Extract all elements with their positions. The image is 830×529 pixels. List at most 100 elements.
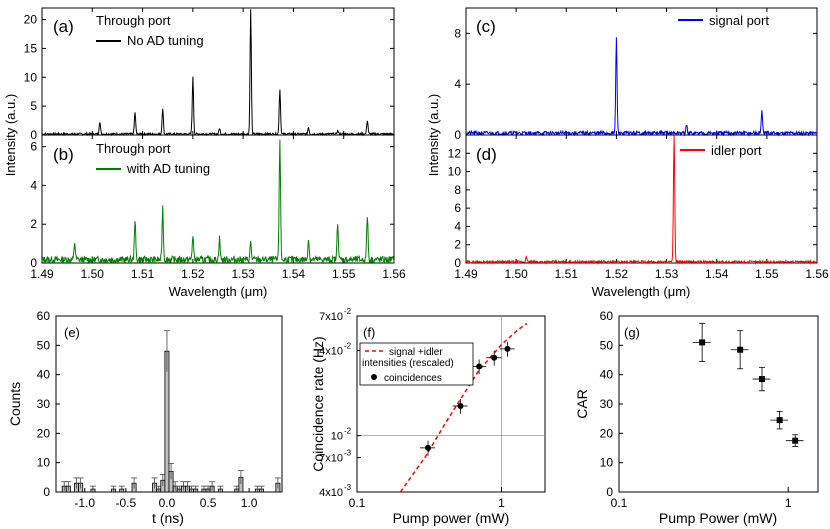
panel-c-letter: (c): [476, 17, 496, 36]
panel-f-xlabel: Pump power (mW): [393, 510, 510, 526]
y-tick-label: 4: [454, 219, 461, 233]
panel-b: 0 2 4 6 1.49 1.50 1.51 1.52 1.53 1.54 1.55 1.56 (b)…: [30, 134, 406, 281]
panel-c-legend-label: signal port: [709, 13, 769, 28]
panel-f-letter: (f): [363, 325, 375, 340]
y-tick-label: 12: [448, 146, 462, 160]
panel-a-plot: 0 5 10 15 20: [24, 8, 395, 142]
y-tick-label: 8: [454, 26, 461, 40]
panel-d: 0 2 4 6 8 10 12 1.49 1.50 1.51 1.52 1.53 1.54 1.55 1.5…: [448, 134, 829, 281]
panel-a-frame: [41, 7, 395, 136]
y-tick-label: 50: [600, 338, 614, 352]
y-tick-label: 4x10: [319, 487, 343, 499]
y-tick-label: 60: [600, 309, 614, 323]
panel-f-legend-line: signal +idler: [389, 347, 443, 358]
panel-g-letter: (g): [624, 325, 640, 340]
panel-g-xlabel: Pump Power (mW): [659, 510, 777, 526]
y-tick-exponent: -2: [344, 427, 352, 436]
car-point: [737, 346, 744, 353]
x-tick-label: 1.56: [382, 267, 406, 281]
x-tick-label: 1.49: [454, 267, 478, 281]
panel-g: 0 10 20 30 40 50 60 0.1 1 (g) CAR Pump Power (mW…: [574, 309, 819, 526]
car-point: [792, 437, 799, 444]
y-tick-label: 30: [600, 397, 614, 411]
coincidence-point: [425, 444, 432, 451]
x-tick-label: 1.50: [81, 267, 105, 281]
panel-a-letter: (a): [53, 17, 74, 36]
y-tick-label: 10: [331, 431, 343, 443]
spectrum-line: [41, 139, 395, 265]
y-tick-exponent: -2: [344, 307, 352, 316]
spectrum-line: [465, 37, 818, 137]
panel-d-legend-label: idler port: [711, 143, 762, 158]
panel-g-frame: [618, 315, 819, 493]
panel-b-plot: 0 2 4 6 1.49 1.50 1.51 1.52 1.53 1.54 1.55 1.56: [30, 135, 406, 281]
y-tick-label: 0: [606, 485, 613, 499]
x-tick-label: 1.51: [555, 267, 579, 281]
y-tick-label: 2: [454, 238, 461, 252]
panel-e-ylabel: Counts: [7, 382, 23, 426]
y-tick-label: 2: [30, 217, 37, 231]
panel-d-frame: [465, 134, 818, 264]
y-tick-label: 0: [30, 128, 37, 142]
spectrum-line: [41, 9, 395, 137]
y-tick-label: 40: [37, 368, 51, 382]
y-tick-label: 10: [37, 456, 51, 470]
y-tick-label: 0: [43, 485, 50, 499]
y-tick-label: 8: [454, 183, 461, 197]
panel-f-frame: [356, 315, 546, 493]
x-tick-label: 1.50: [504, 267, 528, 281]
y-tick-label: 10: [448, 165, 462, 179]
panel-f-legend-line2: intensities (rescaled): [362, 358, 454, 369]
histogram-bar: [164, 350, 170, 493]
y-tick-label: 0: [454, 128, 461, 142]
panel-e-letter: (e): [64, 325, 80, 340]
panel-c: 0 4 8 (c) signal port: [454, 7, 818, 142]
panel-ab-xlabel: Wavelength (μm): [169, 284, 268, 299]
panel-a-title: Through port: [96, 13, 171, 28]
panel-g-plot: 0 10 20 30 40 50 60 0.1 1: [600, 309, 804, 510]
x-tick-label: 1.53: [231, 267, 255, 281]
x-tick-label: 0.0: [159, 496, 176, 510]
car-point: [758, 376, 765, 383]
y-tick-label: 6: [454, 201, 461, 215]
y-tick-exponent: -3: [344, 483, 352, 492]
panel-b-legend-label: with AD tuning: [126, 161, 210, 176]
x-tick-label: 1: [785, 496, 792, 510]
y-tick-label: 60: [37, 309, 51, 323]
y-tick-label: 4: [30, 178, 37, 192]
x-tick-label: -1.0: [74, 496, 95, 510]
y-tick-label: 4: [454, 77, 461, 91]
panel-a-legend-label: No AD tuning: [127, 33, 204, 48]
panel-b-frame: [41, 134, 395, 264]
panel-b-title: Through port: [96, 141, 171, 156]
x-tick-label: 1.52: [605, 267, 629, 281]
panel-cd-xlabel: Wavelength (μm): [592, 284, 691, 299]
y-tick-label: 5: [30, 99, 37, 113]
y-tick-label: 20: [24, 13, 38, 27]
panel-f-legend-point-sample: [371, 374, 377, 380]
panel-g-ylabel: CAR: [574, 389, 590, 419]
x-tick-label: 1.55: [332, 267, 356, 281]
y-tick-label: 20: [37, 426, 51, 440]
y-tick-label: 0: [30, 256, 37, 270]
panel-e: 0 10 20 30 40 50 60 -1.0 -0.5 0.0 0.5 1.0 (e) Count…: [7, 309, 283, 526]
y-tick-label: 7x10: [319, 311, 343, 323]
x-tick-label: 1.55: [755, 267, 779, 281]
y-tick-exponent: -3: [344, 449, 352, 458]
x-tick-label: 1: [498, 496, 505, 510]
y-tick-label: 15: [24, 41, 38, 55]
panel-f-legend-points: coincidences: [384, 373, 442, 384]
x-tick-label: -0.5: [116, 496, 137, 510]
x-tick-label: 1.49: [30, 267, 54, 281]
y-tick-label: 30: [37, 397, 51, 411]
panel-cd-ylabel: Intensity (a.u.): [426, 94, 441, 176]
panel-b-letter: (b): [53, 145, 74, 164]
y-tick-label: 0: [454, 256, 461, 270]
y-tick-label: 4x10: [319, 345, 343, 357]
coincidence-point: [457, 402, 464, 409]
panel-e-xlabel: t (ns): [152, 510, 184, 526]
y-tick-label: 10: [600, 456, 614, 470]
panel-e-plot: 0 10 20 30 40 50 60 -1.0 -0.5 0.0 0.5 1.0: [37, 309, 281, 510]
coincidence-point: [476, 363, 483, 370]
